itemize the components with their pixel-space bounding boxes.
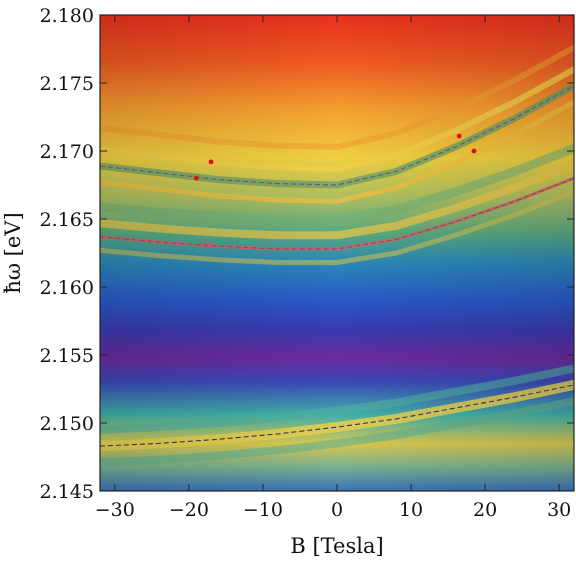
y-tick-label: 2.165: [40, 209, 94, 231]
y-axis: 2.145 2.150 2.155 2.160 2.165 2.170 2.175 2.180: [40, 5, 574, 503]
heatmap-area: [100, 15, 574, 491]
marker-point-2: [208, 159, 214, 165]
x-axis: −30 −20 −10 0 10 20 30: [95, 15, 571, 521]
x-tick-label: 20: [473, 499, 497, 521]
y-tick-label: 2.145: [40, 481, 94, 503]
y-tick-label: 2.170: [40, 141, 94, 163]
x-tick-label: 30: [547, 499, 571, 521]
heatmap-shading: [100, 15, 574, 491]
y-tick-label: 2.175: [40, 73, 94, 95]
x-axis-label: B [Tesla]: [290, 534, 383, 558]
marker-points: [193, 133, 477, 181]
marker-point-4: [471, 148, 477, 154]
y-tick-label: 2.150: [40, 413, 94, 435]
y-tick-label: 2.180: [40, 5, 94, 27]
fit-line-2: [100, 177, 574, 250]
x-tick-label: −30: [95, 499, 135, 521]
marker-point-3: [456, 133, 462, 139]
marker-point-1: [193, 175, 199, 181]
x-tick-label: 0: [331, 499, 343, 521]
fit-lines: [100, 85, 574, 447]
y-axis-label: ħω [eV]: [1, 212, 25, 293]
y-tick-label: 2.160: [40, 277, 94, 299]
y-tick-label: 2.155: [40, 345, 94, 367]
x-tick-label: −20: [169, 499, 209, 521]
x-tick-label: 10: [399, 499, 423, 521]
x-tick-label: −10: [243, 499, 283, 521]
